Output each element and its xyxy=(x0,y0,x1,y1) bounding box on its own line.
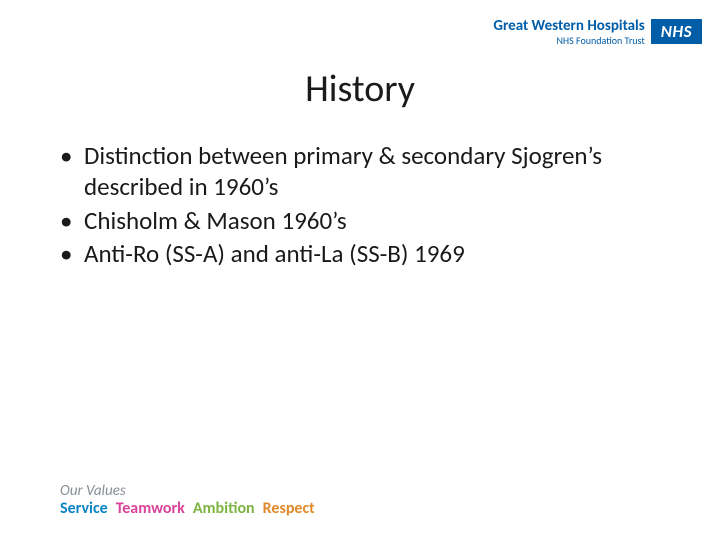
value-teamwork: Teamwork xyxy=(116,499,185,518)
trust-subtitle: NHS Foundation Trust xyxy=(493,35,644,46)
value-ambition: Ambition xyxy=(193,499,255,518)
bullet-item: Anti-Ro (SS-A) and anti-La (SS-B) 1969 xyxy=(60,238,660,269)
header-logo: Great Western Hospitals NHS Foundation T… xyxy=(493,18,702,46)
values-label: Our Values xyxy=(60,484,315,499)
bullet-item: Chisholm & Mason 1960’s xyxy=(60,205,660,236)
trust-text-block: Great Western Hospitals NHS Foundation T… xyxy=(493,18,644,46)
bullet-list: Distinction between primary & secondary … xyxy=(60,140,660,271)
slide-title: History xyxy=(0,66,720,112)
nhs-logo: NHS xyxy=(651,19,702,44)
value-service: Service xyxy=(60,499,108,518)
values-words: Service Teamwork Ambition Respect xyxy=(60,499,315,518)
trust-name: Great Western Hospitals xyxy=(493,18,644,35)
value-respect: Respect xyxy=(263,499,315,518)
footer-values: Our Values Service Teamwork Ambition Res… xyxy=(60,484,315,518)
bullet-item: Distinction between primary & secondary … xyxy=(60,140,660,203)
